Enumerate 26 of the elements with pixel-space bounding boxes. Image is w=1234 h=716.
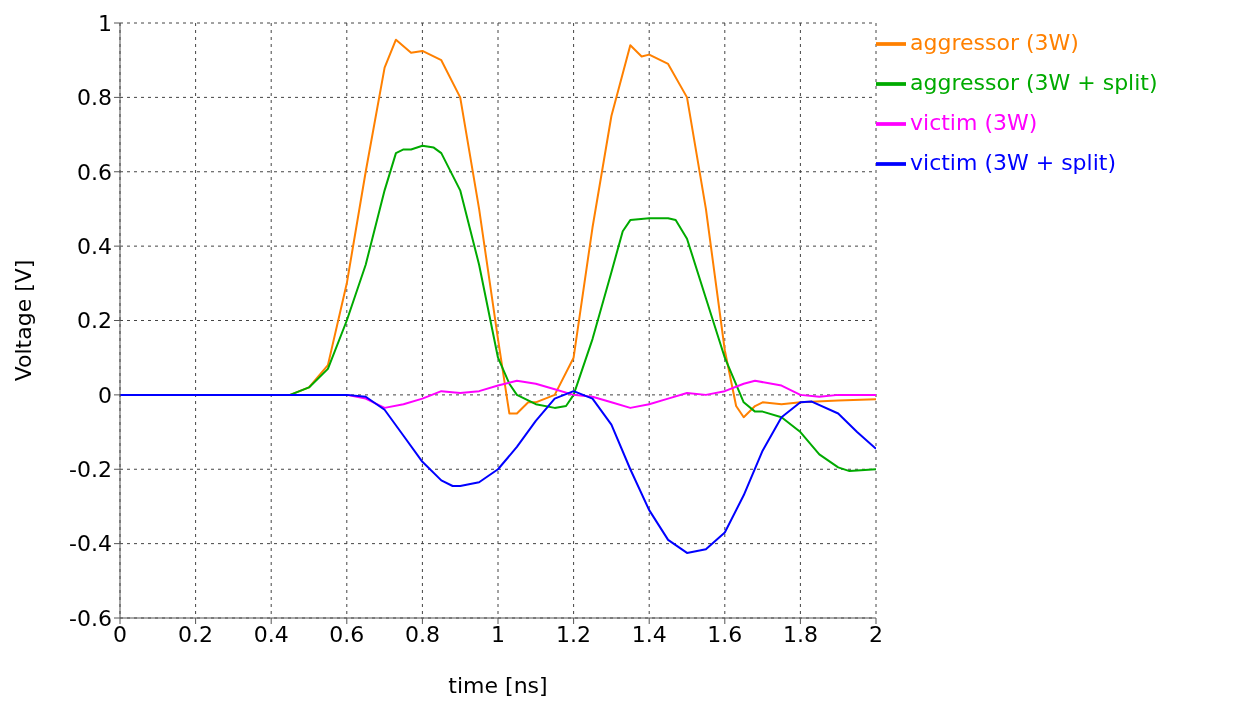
legend-label: victim (3W + split) (910, 150, 1117, 175)
x-tick-label: 1.8 (782, 621, 818, 647)
y-tick-label: 0.4 (77, 233, 112, 259)
y-tick-label: -0.2 (69, 457, 112, 483)
y-tick-label: -0.4 (69, 531, 112, 557)
y-tick-label: 0.8 (77, 85, 112, 111)
legend-label: aggressor (3W) (910, 30, 1079, 55)
line-series (120, 390, 876, 554)
x-tick-label: 0.6 (329, 621, 365, 647)
x-tick-label: 1 (491, 621, 505, 647)
x-tick-label: 1.6 (707, 621, 743, 647)
y-axis-title: Voltage [V] (10, 259, 36, 382)
y-tick-label: 0.6 (77, 159, 112, 185)
x-tick-label: 0.8 (404, 621, 440, 647)
x-tick-label: 2 (869, 621, 883, 647)
x-tick-label: 1.4 (631, 621, 667, 647)
y-tick-label: 0 (98, 382, 112, 408)
y-tick-label: 0.2 (77, 308, 112, 334)
y-tick-label: 1 (98, 10, 112, 36)
x-tick-label: 1.2 (556, 621, 592, 647)
y-tick-label: -0.6 (69, 605, 112, 631)
x-tick-label: 0.2 (178, 621, 214, 647)
legend-label: victim (3W) (910, 110, 1038, 135)
legend-label: aggressor (3W + split) (910, 70, 1158, 95)
x-axis-title: time [ns] (448, 673, 548, 698)
x-tick-label: 0.4 (253, 621, 289, 647)
